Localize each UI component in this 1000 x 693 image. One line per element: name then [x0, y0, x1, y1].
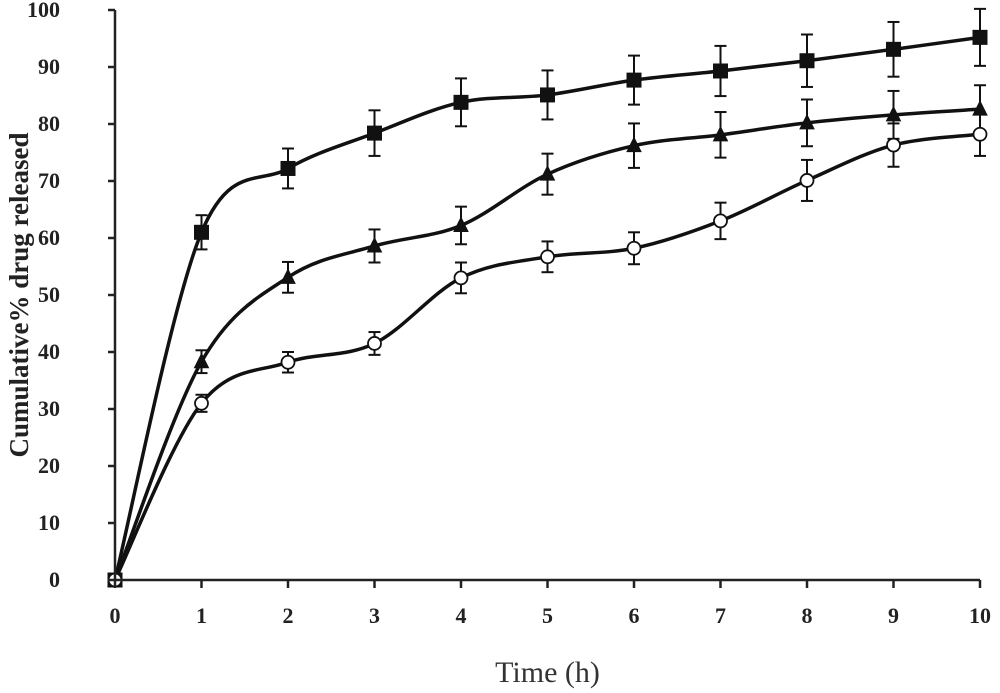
data-point-circle: [799, 173, 815, 188]
y-tick-label: 100: [27, 0, 60, 22]
y-tick-label: 50: [38, 282, 60, 307]
y-tick-label: 60: [38, 225, 60, 250]
data-point-triangle: [193, 352, 210, 369]
y-tick-label: 90: [38, 54, 60, 79]
data-point-square: [886, 41, 901, 57]
data-point-triangle: [626, 136, 642, 153]
x-tick-label: 1: [196, 603, 207, 628]
data-point-square: [540, 87, 555, 103]
data-point-triangle: [539, 165, 556, 181]
data-point-square: [453, 94, 469, 110]
x-tick-label: 10: [969, 603, 991, 628]
data-point-square: [626, 72, 642, 88]
series-square: [107, 7, 988, 588]
y-tick-label: 10: [38, 510, 60, 535]
data-point-triangle: [885, 105, 902, 122]
y-tick-label: 40: [38, 339, 60, 364]
data-point-circle: [713, 213, 728, 229]
data-point-square: [713, 63, 728, 79]
x-tick-label: 2: [283, 603, 294, 628]
data-point-square: [799, 53, 815, 69]
ticks-layer: 0 10 20 30 40 50 60 70 80 90 100 0 1 2 3 4 5 6 7 8 9 10: [27, 0, 991, 628]
data-point-circle: [972, 126, 988, 142]
y-tick-label: 0: [49, 567, 60, 592]
data-point-circle: [453, 270, 469, 286]
data-point-triangle: [453, 216, 469, 232]
data-point-circle: [626, 240, 642, 256]
data-point-triangle: [280, 268, 296, 284]
series-layer: [107, 7, 988, 588]
series-line-triangle: [113, 107, 981, 581]
data-point-circle: [280, 354, 296, 370]
x-tick-label: 7: [715, 603, 726, 628]
y-tick-label: 30: [38, 396, 60, 421]
y-tick-label: 70: [38, 168, 60, 193]
data-point-square: [280, 160, 296, 176]
data-point-circle: [540, 249, 555, 265]
y-tick-label: 80: [38, 111, 60, 136]
data-point-triangle: [366, 236, 383, 253]
x-tick-label: 5: [542, 603, 553, 628]
x-axis-title: Time (h): [495, 656, 600, 689]
data-point-triangle: [712, 125, 729, 142]
data-point-circle: [367, 336, 382, 351]
data-point-triangle: [799, 113, 815, 130]
y-axis-title: Cumulative% drug released: [4, 133, 34, 458]
x-tick-label: 9: [888, 603, 899, 628]
x-tick-label: 3: [369, 603, 380, 628]
series-circle: [107, 111, 988, 588]
data-point-circle: [886, 137, 901, 153]
x-tick-label: 0: [110, 603, 121, 628]
data-point-square: [194, 224, 209, 240]
x-tick-label: 4: [456, 603, 467, 628]
data-point-square: [972, 29, 988, 45]
series-triangle: [107, 84, 988, 587]
x-tick-label: 8: [802, 603, 813, 628]
data-point-circle: [194, 395, 209, 411]
x-tick-label: 6: [629, 603, 640, 628]
series-line-circle: [113, 132, 981, 581]
data-point-square: [367, 125, 382, 141]
y-tick-label: 20: [38, 453, 60, 478]
